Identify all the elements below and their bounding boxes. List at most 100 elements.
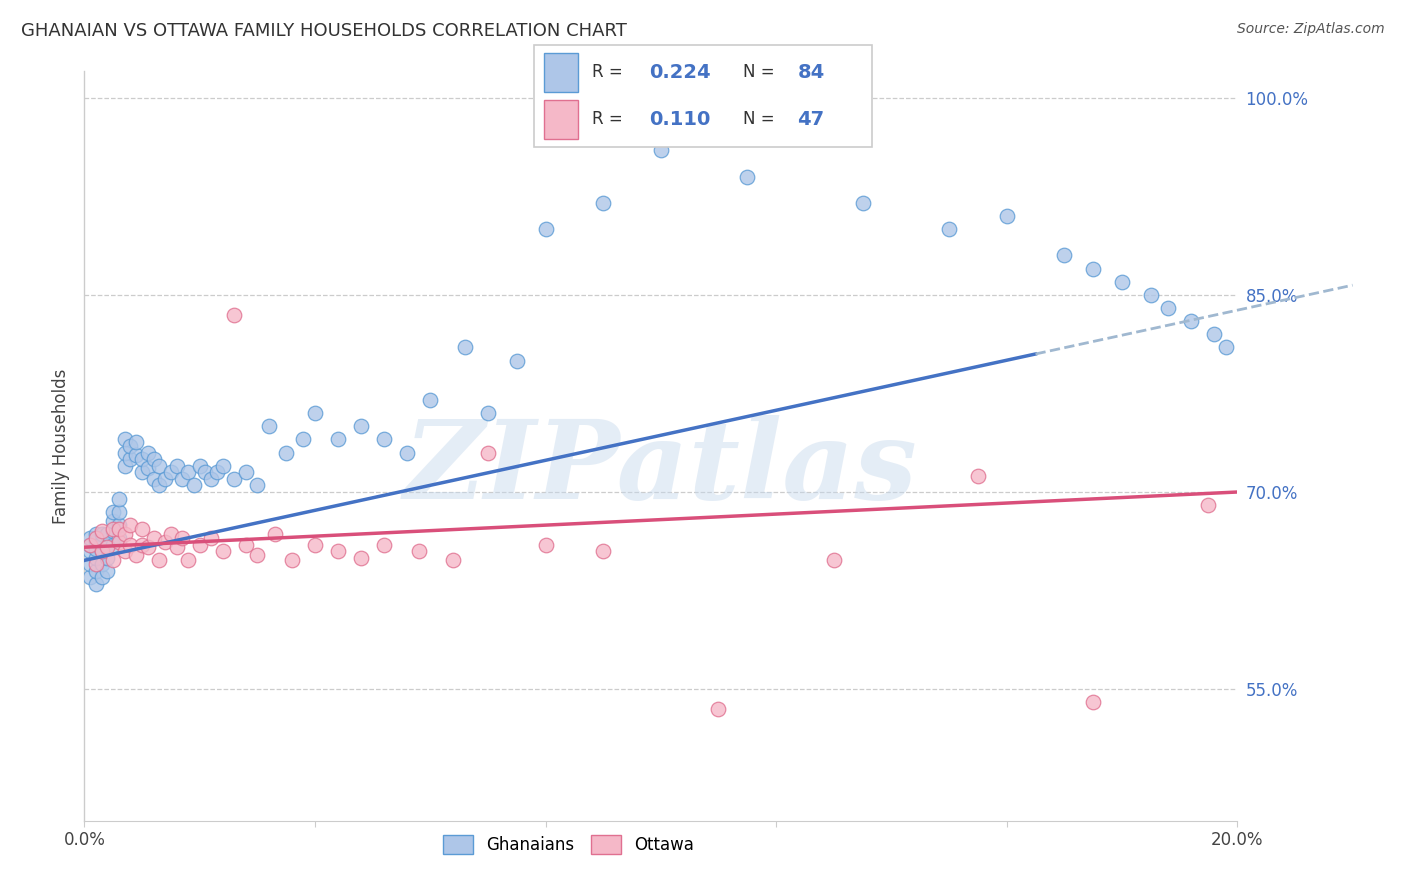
Point [125,448,148,462]
Point [114,458,136,473]
Point [79,558,101,572]
Text: Source: ZipAtlas.com: Source: ZipAtlas.com [1237,22,1385,37]
Point [103,505,124,519]
Text: 0.224: 0.224 [650,62,710,82]
Point [276,445,298,459]
Point [79,570,101,584]
Point [263,527,285,541]
Point [304,406,326,420]
Point [246,478,269,492]
Text: 84: 84 [797,62,825,82]
Point [1180,314,1202,328]
Point [373,433,395,447]
Point [177,553,200,567]
Point [90,544,112,558]
Point [1083,695,1105,709]
Text: ZIPatlas: ZIPatlas [404,415,918,522]
Point [79,544,101,558]
Y-axis label: Family Households: Family Households [52,368,70,524]
Point [84,564,107,578]
Point [142,452,165,467]
Point [441,553,464,567]
FancyBboxPatch shape [544,53,578,92]
Point [419,392,441,407]
Point [108,491,131,506]
Point [108,522,131,536]
Point [183,478,205,492]
Point [160,465,183,479]
Point [1053,248,1076,262]
Point [103,538,124,552]
Point [172,472,194,486]
Point [90,524,112,539]
Point [90,544,112,558]
Point [148,478,170,492]
Point [1083,261,1105,276]
Point [211,544,233,558]
Point [142,531,165,545]
Point [166,540,188,554]
Point [281,553,304,567]
Text: R =: R = [592,111,633,128]
Point [1204,327,1226,342]
Point [534,222,557,236]
Point [194,465,217,479]
Point [108,505,131,519]
Point [96,550,118,565]
Point [938,222,960,236]
Point [114,445,136,459]
Point [477,406,499,420]
Point [967,469,990,483]
Point [350,550,373,565]
Point [396,445,419,459]
Point [350,419,373,434]
Point [257,419,280,434]
Point [103,514,124,528]
Point [125,435,148,450]
Point [160,527,183,541]
Point [84,558,107,572]
Point [125,548,148,562]
Point [114,527,136,541]
Point [166,458,188,473]
Point [153,535,176,549]
Point [84,550,107,565]
Point [103,522,124,536]
Point [136,461,159,475]
FancyBboxPatch shape [534,45,872,147]
Point [114,544,136,558]
Point [211,458,233,473]
Point [454,340,477,354]
Point [326,544,349,558]
Point [650,143,672,157]
Text: GHANAIAN VS OTTAWA FAMILY HOUSEHOLDS CORRELATION CHART: GHANAIAN VS OTTAWA FAMILY HOUSEHOLDS COR… [21,22,627,40]
Point [1215,340,1237,354]
Point [131,452,153,467]
Point [592,544,614,558]
Point [326,433,349,447]
Point [224,308,246,322]
Point [304,538,326,552]
Point [120,439,142,453]
Point [506,353,529,368]
Text: N =: N = [744,63,780,81]
Point [200,472,222,486]
Point [142,472,165,486]
Point [477,445,499,459]
Point [131,465,153,479]
FancyBboxPatch shape [544,100,578,139]
Point [131,522,153,536]
Point [737,169,759,184]
Point [292,433,315,447]
Point [96,564,118,578]
Point [224,472,246,486]
Point [1111,275,1133,289]
Point [131,538,153,552]
Point [188,458,211,473]
Point [1198,498,1220,512]
Text: 0.110: 0.110 [650,110,710,129]
Point [200,531,222,545]
Point [79,531,101,545]
Point [90,570,112,584]
Point [84,533,107,548]
